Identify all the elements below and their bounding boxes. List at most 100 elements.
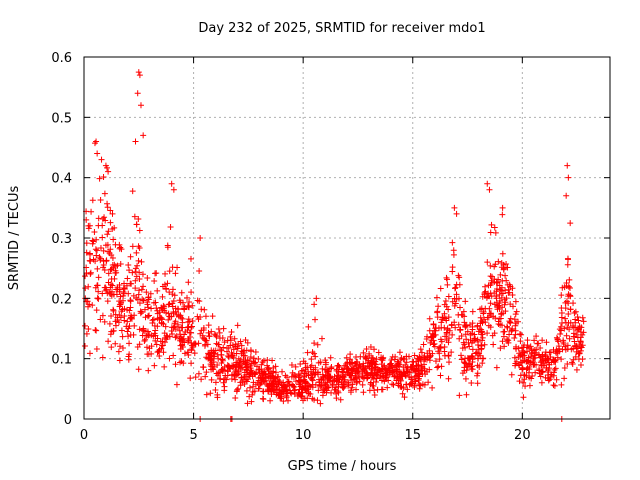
data-point — [484, 330, 491, 337]
data-point — [152, 327, 159, 334]
data-point — [359, 381, 366, 388]
data-point — [233, 359, 240, 366]
data-point — [474, 322, 481, 329]
data-point — [208, 359, 215, 366]
data-point — [453, 210, 460, 217]
data-point — [132, 268, 139, 275]
data-point — [564, 261, 571, 268]
data-point — [374, 386, 381, 393]
data-point — [335, 381, 342, 388]
data-point — [124, 275, 131, 282]
data-point — [511, 334, 518, 341]
data-point — [232, 341, 239, 348]
data-point — [92, 258, 99, 265]
data-point — [495, 320, 502, 327]
data-point — [104, 204, 111, 211]
data-point — [234, 322, 241, 329]
data-point — [260, 396, 267, 403]
data-point — [375, 349, 382, 356]
x-axis-label: GPS time / hours — [288, 459, 397, 474]
data-point — [532, 369, 539, 376]
data-point — [200, 363, 207, 370]
data-point — [520, 349, 527, 356]
data-point — [285, 378, 292, 385]
data-point — [408, 363, 415, 370]
data-point — [100, 247, 107, 254]
data-point — [97, 316, 104, 323]
data-point — [203, 369, 210, 376]
data-point — [499, 211, 506, 218]
data-point — [128, 314, 135, 321]
data-point — [411, 352, 418, 359]
data-point — [136, 341, 143, 348]
data-point — [109, 210, 116, 217]
data-point — [217, 375, 224, 382]
data-point — [371, 387, 378, 394]
data-point — [100, 174, 107, 181]
data-point — [136, 72, 143, 79]
data-point — [517, 338, 524, 345]
data-point — [283, 387, 290, 394]
data-point — [314, 341, 321, 348]
data-point — [168, 313, 175, 320]
data-point — [127, 297, 134, 304]
data-point — [526, 366, 533, 373]
data-point — [299, 367, 306, 374]
data-point — [441, 344, 448, 351]
data-point — [525, 357, 532, 364]
data-point — [136, 326, 143, 333]
data-point — [448, 349, 455, 356]
data-point — [487, 229, 494, 236]
data-point — [496, 305, 503, 312]
data-point — [451, 285, 458, 292]
data-point — [328, 363, 335, 370]
data-point — [504, 264, 511, 271]
data-point — [288, 390, 295, 397]
data-point — [220, 344, 227, 351]
data-point — [539, 368, 546, 375]
data-point — [249, 391, 256, 398]
data-point — [81, 342, 88, 349]
data-point — [475, 355, 482, 362]
data-point — [438, 319, 445, 326]
data-point — [480, 310, 487, 317]
data-point — [150, 299, 157, 306]
data-point — [451, 204, 458, 211]
data-point — [137, 310, 144, 317]
data-point — [538, 362, 545, 369]
data-point — [335, 362, 342, 369]
data-point — [453, 291, 460, 298]
data-point — [575, 325, 582, 332]
data-point — [366, 363, 373, 369]
data-point — [291, 387, 298, 394]
data-point — [301, 373, 308, 380]
data-point — [514, 318, 521, 325]
data-point — [99, 354, 106, 361]
data-point — [140, 327, 147, 334]
data-point — [145, 294, 152, 301]
data-point — [265, 366, 272, 373]
data-point — [487, 290, 494, 297]
data-point — [158, 345, 165, 352]
data-point — [512, 327, 519, 334]
data-point — [170, 324, 177, 331]
data-point — [567, 220, 574, 227]
data-point — [93, 252, 100, 259]
data-point — [275, 379, 282, 386]
data-point — [559, 284, 566, 291]
data-point — [571, 310, 578, 317]
data-point — [123, 323, 130, 330]
data-point — [569, 361, 576, 368]
data-point — [86, 257, 93, 264]
data-point — [477, 320, 484, 327]
data-point — [302, 366, 309, 373]
data-point — [163, 336, 170, 343]
data-point — [513, 308, 520, 315]
data-point — [526, 374, 533, 381]
data-point — [544, 366, 551, 373]
data-point — [493, 364, 500, 371]
data-point — [455, 321, 462, 328]
data-point — [247, 353, 254, 360]
data-point — [422, 371, 429, 378]
